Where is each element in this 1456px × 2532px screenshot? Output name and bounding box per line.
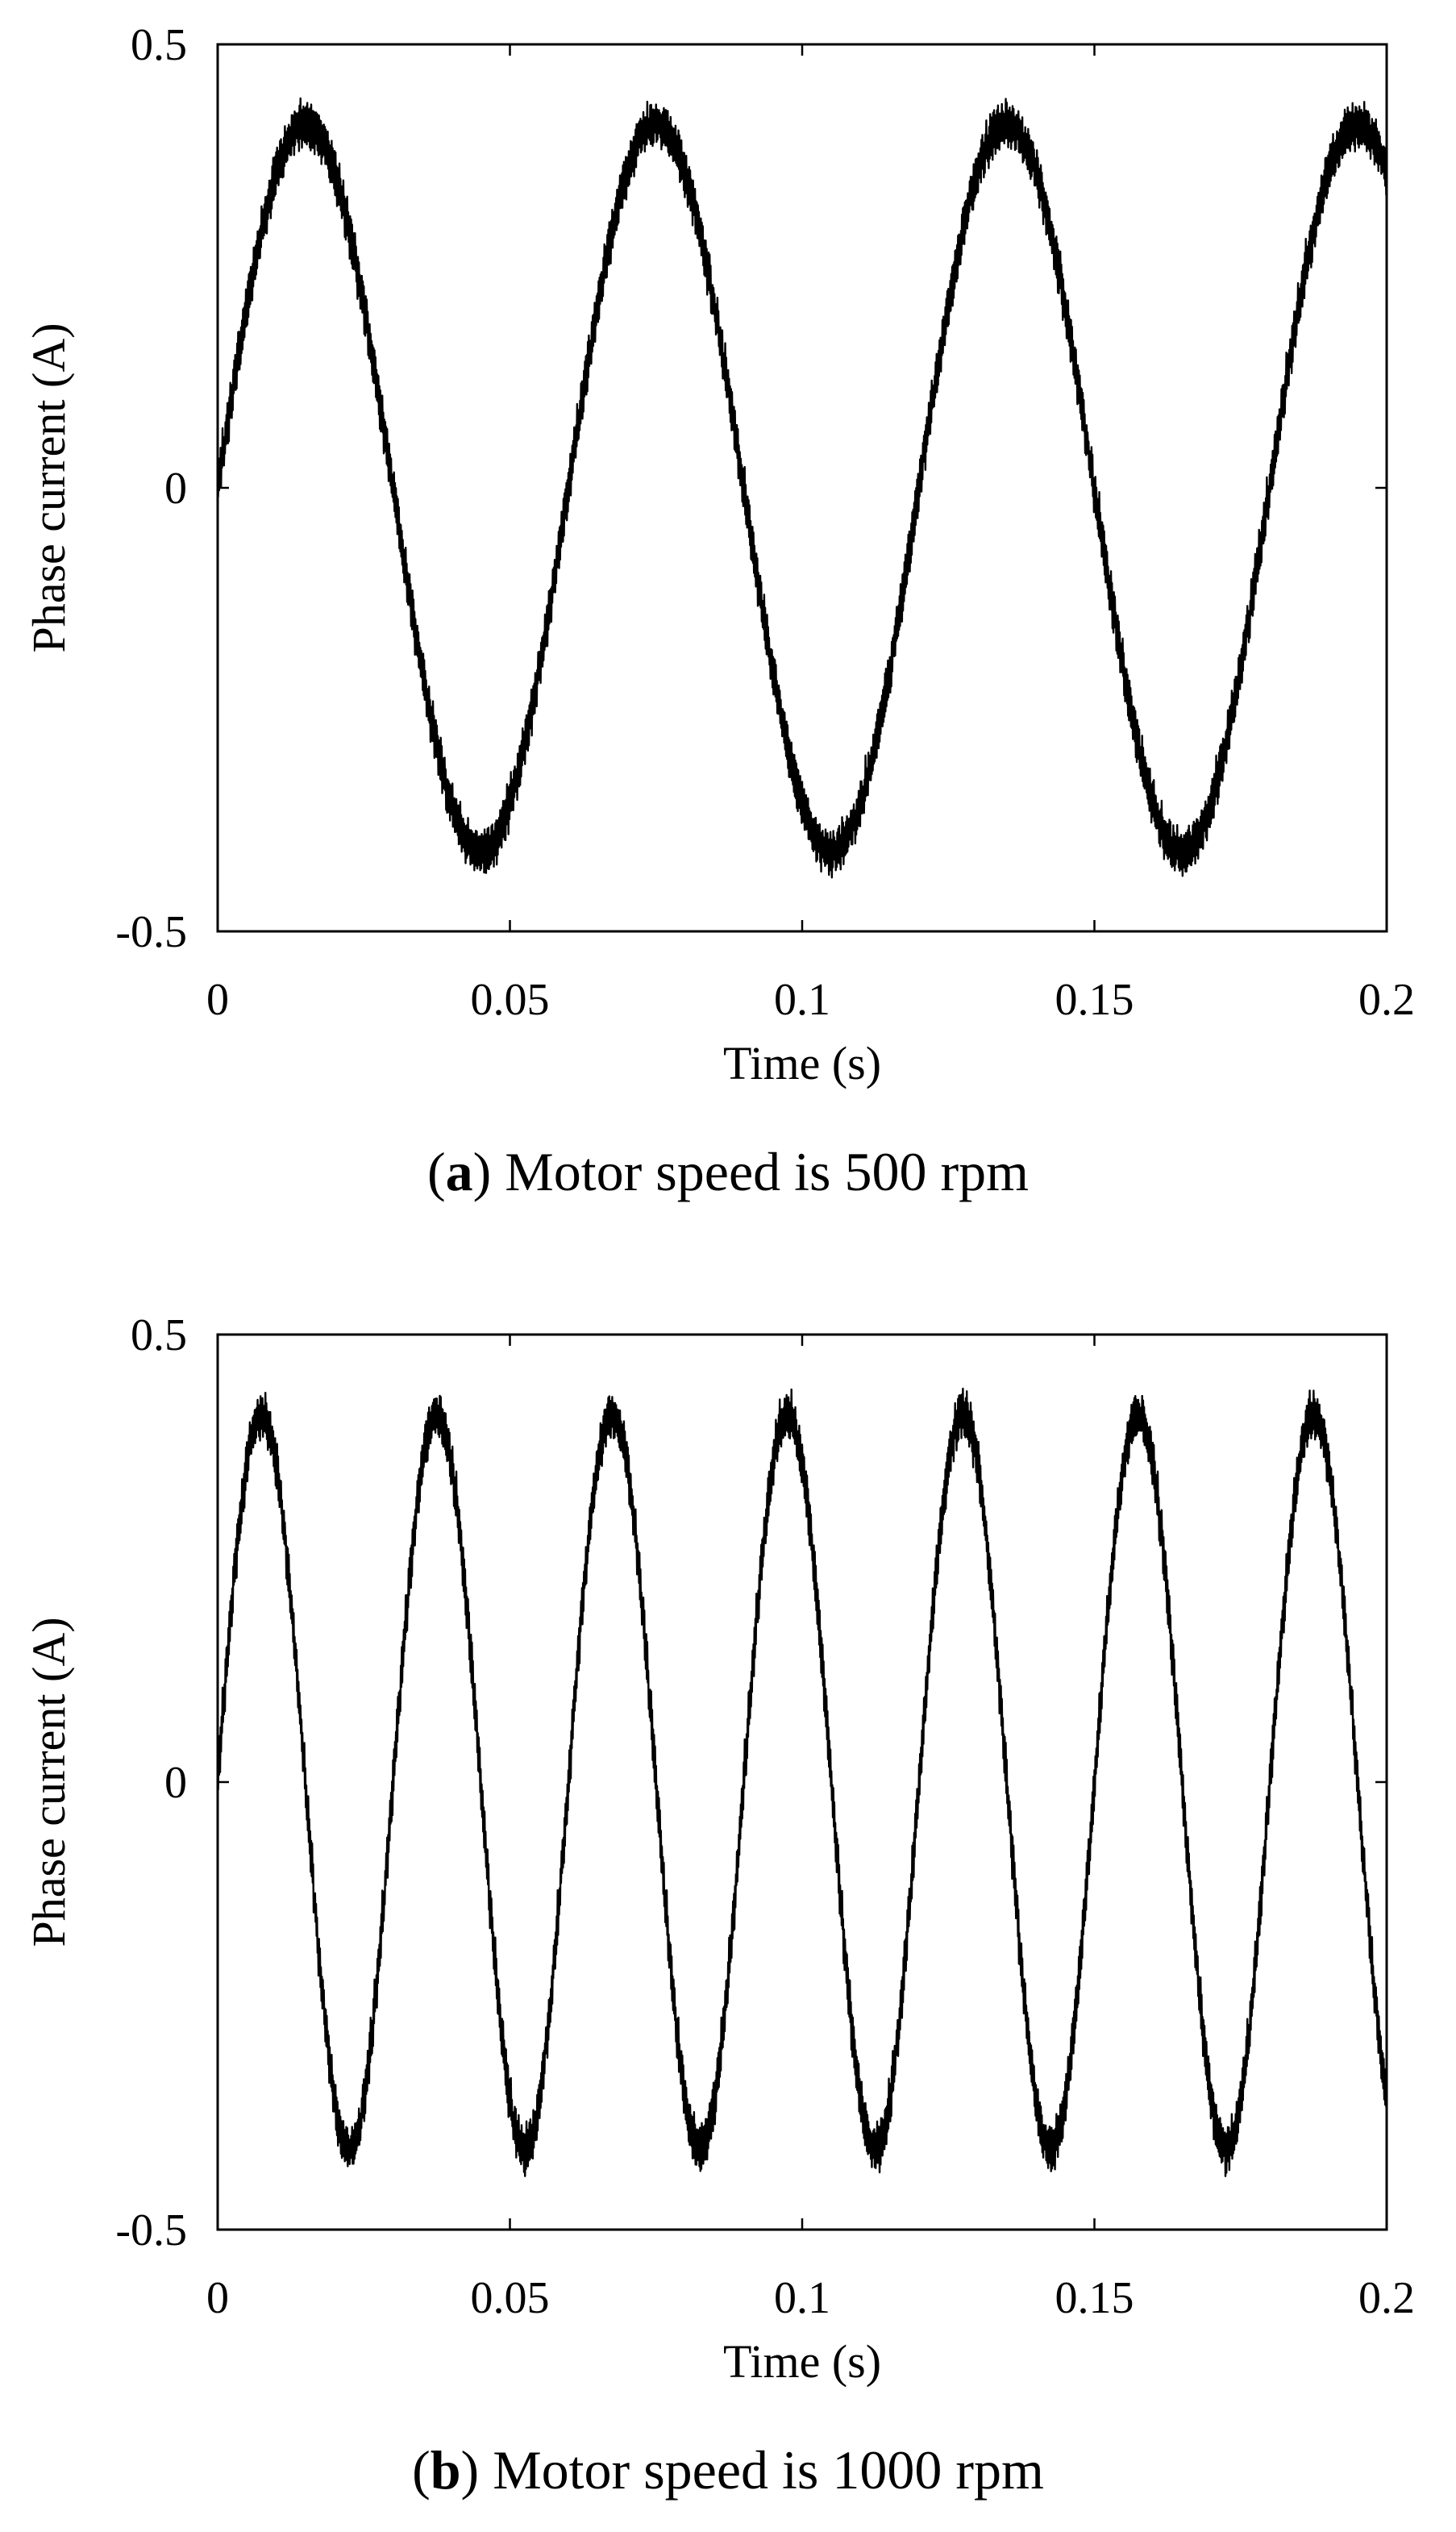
x-tick-label-2-b: 0.1: [774, 2273, 830, 2323]
caption-b: (b) Motor speed is 1000 rpm: [412, 2439, 1044, 2501]
x-tick-label-3-b: 0.15: [1055, 2273, 1134, 2323]
y-axis-label-a: Phase current (A): [23, 323, 75, 652]
y-axis-label-b: Phase current (A): [23, 1617, 75, 1947]
x-tick-label-1-a: 0.05: [471, 975, 550, 1025]
caption-text-b: Motor speed is 1000 rpm: [479, 2439, 1044, 2501]
y-tick-label-top-a: 0.5: [131, 20, 187, 70]
series-line-a-0: [216, 97, 1388, 879]
y-tick-label-top-b: 0.5: [131, 1310, 187, 1360]
series-line-b-0: [216, 1387, 1388, 2177]
x-tick-label-4-b: 0.2: [1358, 2273, 1415, 2323]
caption-text-a: Motor speed is 500 rpm: [491, 1141, 1029, 1202]
x-axis-label-b: Time (s): [723, 2335, 881, 2388]
caption-letter-a: a: [446, 1141, 473, 1202]
x-tick-label-0-a: 0: [206, 975, 229, 1025]
chart-marks-a: [216, 43, 1388, 933]
caption-a: (a) Motor speed is 500 rpm: [427, 1141, 1029, 1202]
caption-open-paren-b: (: [412, 2439, 431, 2501]
y-tick-label-bottom-b: -0.5: [115, 2205, 187, 2255]
x-axis-label-a: Time (s): [723, 1037, 881, 1089]
x-tick-label-3-a: 0.15: [1055, 975, 1134, 1025]
y-tick-label-mid-b: 0: [164, 1758, 187, 1808]
chart-panel-a: 0.5 0 -0.5 0 0.05 0.1 0.15 0.2 Time (s) …: [23, 20, 1415, 1202]
caption-open-paren-a: (: [427, 1141, 446, 1202]
chart-panel-b: 0.5 0 -0.5 0 0.05 0.1 0.15 0.2 Time (s) …: [23, 1310, 1415, 2501]
x-tick-label-0-b: 0: [206, 2273, 229, 2323]
x-tick-label-1-b: 0.05: [471, 2273, 550, 2323]
x-tick-label-4-a: 0.2: [1358, 975, 1415, 1025]
x-tick-label-2-a: 0.1: [774, 975, 830, 1025]
caption-close-paren-a: ): [473, 1141, 492, 1202]
chart-marks-b: [216, 1333, 1388, 2231]
caption-close-paren-b: ): [461, 2439, 480, 2501]
caption-letter-b: b: [431, 2439, 461, 2501]
y-tick-label-mid-a: 0: [164, 464, 187, 514]
y-tick-label-bottom-a: -0.5: [115, 907, 187, 957]
